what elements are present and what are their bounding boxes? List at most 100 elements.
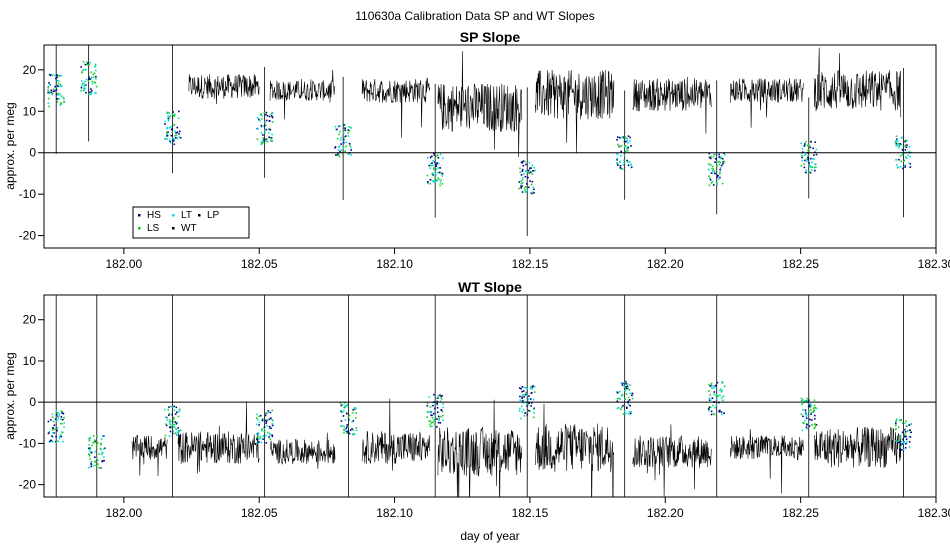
- calibration-point: [521, 390, 523, 393]
- calibration-points: [518, 160, 536, 195]
- calibration-point: [630, 165, 633, 167]
- calibration-point: [178, 133, 180, 135]
- calibration-point: [51, 92, 54, 95]
- calibration-point: [525, 191, 527, 193]
- legend-marker: [138, 214, 141, 217]
- calibration-point: [896, 138, 898, 140]
- calibration-point: [898, 145, 901, 147]
- calibration-point: [811, 166, 814, 169]
- calibration-point: [529, 410, 531, 412]
- calibration-point: [58, 414, 61, 416]
- calibration-point: [265, 140, 267, 142]
- calibration-point: [719, 155, 722, 158]
- calibration-point: [54, 74, 56, 77]
- calibration-point: [807, 405, 810, 408]
- calibration-point: [714, 384, 717, 387]
- calibration-point: [261, 126, 263, 128]
- calibration-point: [435, 179, 438, 182]
- calibration-point: [897, 142, 899, 145]
- calibration-point: [348, 126, 350, 128]
- calibration-point: [339, 150, 341, 153]
- calibration-point: [337, 154, 340, 156]
- calibration-point: [906, 441, 908, 443]
- calibration-point: [709, 399, 712, 402]
- calibration-point: [904, 431, 907, 433]
- calibration-point: [712, 168, 715, 170]
- calibration-point: [268, 115, 271, 118]
- calibration-point: [805, 415, 808, 418]
- calibration-point: [82, 69, 84, 71]
- calibration-point: [719, 172, 721, 175]
- calibration-point: [259, 437, 262, 440]
- calibration-point: [56, 76, 58, 79]
- calibration-point: [800, 397, 803, 400]
- calibration-point: [263, 430, 266, 433]
- calibration-point: [625, 382, 628, 385]
- calibration-point: [340, 143, 342, 145]
- calibration-points: [615, 380, 634, 415]
- calibration-point: [55, 77, 57, 80]
- calibration-point: [93, 435, 95, 437]
- calibration-point: [900, 448, 902, 451]
- calibration-point: [801, 147, 804, 150]
- calibration-point: [436, 406, 439, 409]
- calibration-point: [708, 399, 711, 401]
- y-tick-label: 20: [23, 63, 37, 77]
- calibration-point: [98, 453, 101, 455]
- calibration-point: [523, 415, 526, 417]
- calibration-point: [175, 428, 177, 431]
- calibration-point: [527, 171, 530, 173]
- calibration-point: [438, 419, 440, 421]
- calibration-point: [803, 166, 806, 169]
- calibration-point: [440, 395, 443, 398]
- calibration-point: [80, 80, 83, 82]
- calibration-point: [442, 406, 444, 409]
- calibration-point: [806, 399, 808, 402]
- calibration-point: [815, 166, 817, 169]
- calibration-point: [895, 164, 898, 166]
- calibration-point: [624, 146, 626, 148]
- calibration-point: [624, 381, 626, 384]
- calibration-point: [260, 441, 263, 444]
- calibration-point: [715, 398, 718, 400]
- calibration-point: [814, 414, 816, 417]
- calibration-point: [265, 420, 268, 423]
- calibration-point: [622, 137, 625, 139]
- calibration-point: [520, 180, 522, 182]
- calibration-point: [624, 144, 627, 147]
- calibration-point: [436, 179, 439, 182]
- calibration-point: [354, 408, 357, 410]
- calibration-point: [713, 153, 715, 156]
- x-tick-label: 182.10: [376, 257, 413, 271]
- calibration-point: [426, 402, 429, 404]
- calibration-point: [439, 422, 442, 424]
- calibration-point: [88, 93, 90, 96]
- calibration-point: [904, 433, 906, 436]
- calibration-point: [628, 410, 631, 413]
- calibration-point: [724, 153, 726, 156]
- calibration-point: [616, 407, 619, 410]
- calibration-point: [265, 412, 267, 415]
- calibration-point: [266, 424, 268, 427]
- calibration-point: [626, 407, 628, 409]
- calibration-point: [269, 433, 271, 436]
- calibration-point: [173, 409, 176, 412]
- calibration-point: [437, 177, 440, 180]
- calibration-point: [709, 177, 711, 180]
- calibration-point: [710, 172, 713, 174]
- calibration-point: [257, 128, 259, 130]
- calibration-point: [626, 138, 629, 140]
- calibration-point: [353, 408, 356, 411]
- calibration-point: [344, 129, 347, 132]
- calibration-point: [55, 441, 58, 444]
- calibration-point: [629, 136, 631, 139]
- calibration-point: [620, 382, 623, 384]
- calibration-point: [429, 411, 431, 414]
- calibration-point: [93, 81, 96, 83]
- calibration-point: [62, 96, 65, 99]
- calibration-point: [334, 146, 337, 148]
- calibration-point: [810, 141, 812, 143]
- calibration-point: [94, 461, 96, 463]
- calibration-point: [57, 80, 60, 82]
- calibration-point: [91, 90, 93, 92]
